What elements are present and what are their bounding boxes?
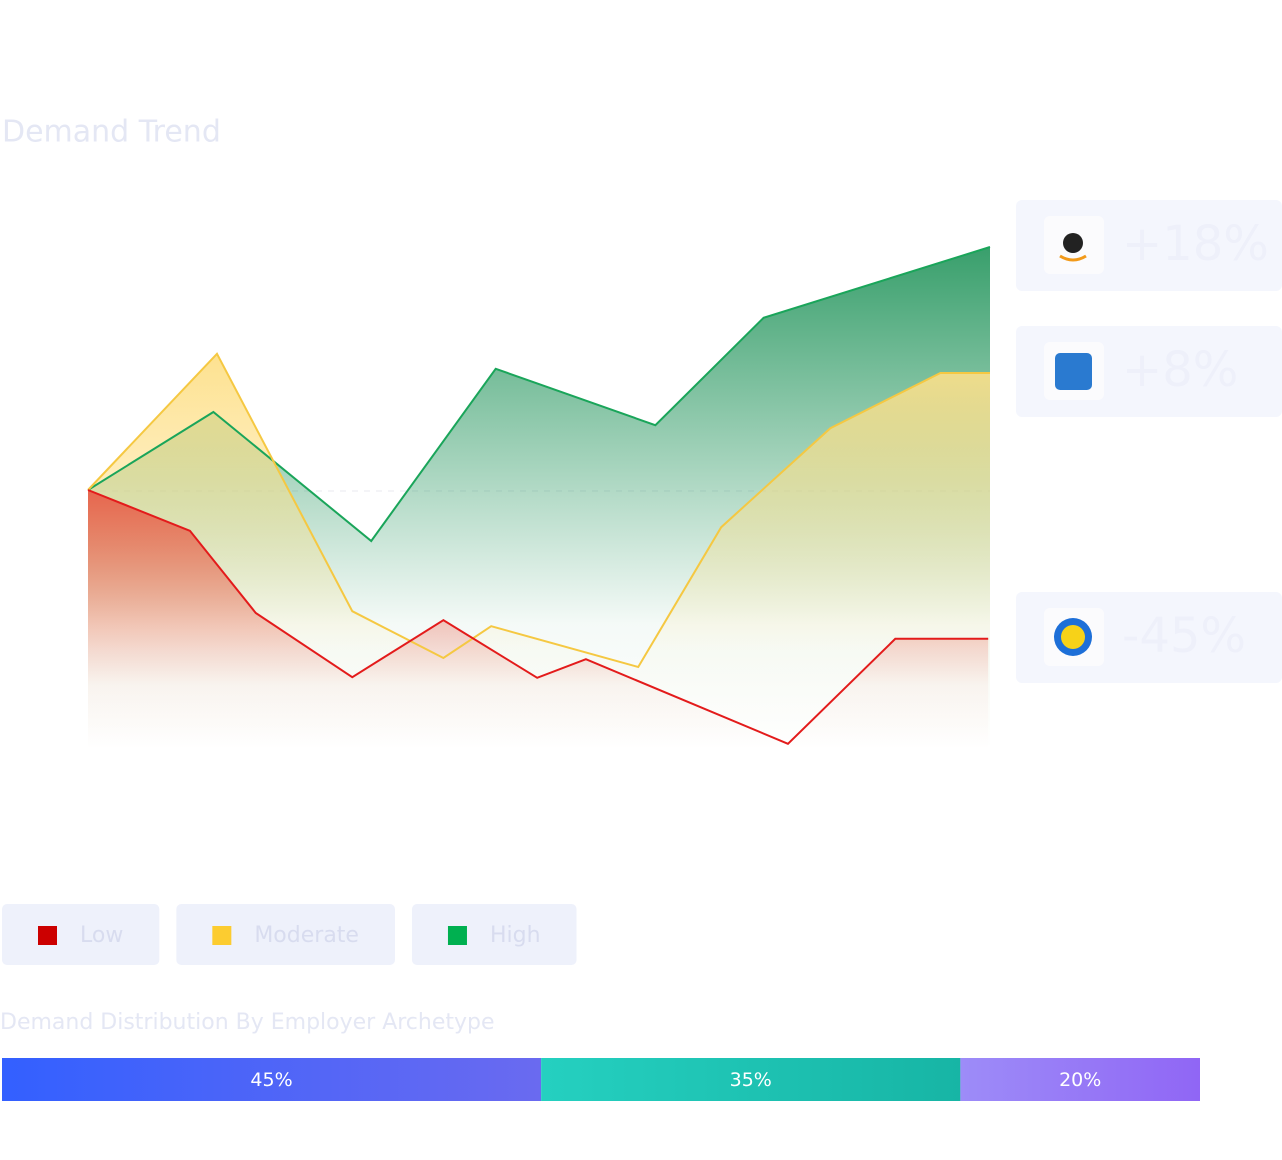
series-line: [87, 246, 991, 543]
card-value: +8%: [1122, 342, 1238, 398]
bar-label: 20%: [1059, 1069, 1101, 1091]
legend-swatch: [38, 926, 57, 945]
bar-segment: [960, 1058, 1200, 1101]
legend-swatch: [447, 926, 467, 945]
logo: [1063, 233, 1083, 253]
card-value: +18%: [1122, 216, 1269, 272]
cards: +18% +8% -45%: [1016, 200, 1282, 683]
logo: [1055, 353, 1092, 390]
legend-box: [2, 904, 160, 965]
logo: [1061, 625, 1085, 649]
card-value: -45%: [1122, 608, 1246, 664]
bar-label: 35%: [730, 1069, 772, 1091]
legend-label: Moderate: [254, 923, 359, 948]
bar-segment: [541, 1058, 961, 1101]
chart-title: Demand Distribution By Employer Archetyp…: [0, 1010, 495, 1035]
series-line: [87, 352, 990, 669]
legend-swatch: [212, 926, 232, 945]
legend-label: High: [490, 923, 541, 948]
legend-box: [411, 904, 577, 965]
legend-item: Moderate: [176, 904, 395, 965]
logo: [1059, 254, 1087, 262]
legend-label: Low: [80, 923, 123, 948]
legend-item: High: [411, 904, 577, 965]
bar-label: 45%: [250, 1069, 292, 1091]
legend-box: [176, 904, 395, 965]
chart-title: Demand Trend: [2, 115, 221, 150]
legend-item: Low: [2, 904, 160, 965]
area-fill: [88, 490, 989, 750]
bar-segment: [2, 1058, 542, 1101]
series-line: [87, 489, 989, 745]
